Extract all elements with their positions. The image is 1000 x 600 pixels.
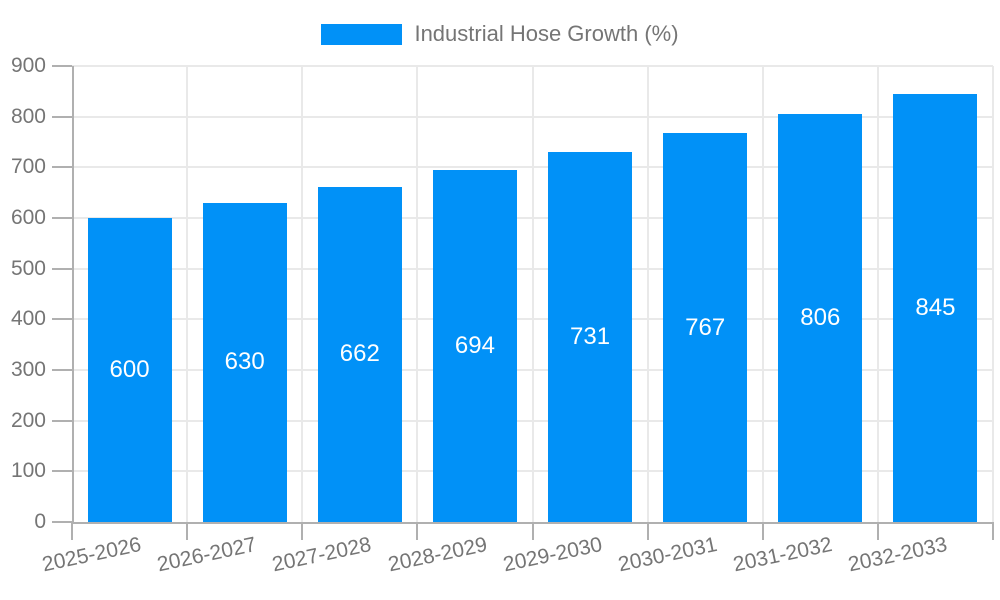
v-gridline (531, 66, 534, 522)
y-tick-mark (52, 369, 72, 371)
x-axis-tick-label: 2030-2031 (615, 533, 719, 577)
y-tick-mark (52, 521, 72, 523)
y-tick-mark (52, 217, 72, 219)
x-tick-mark (761, 522, 764, 540)
y-axis-tick-label: 500 (10, 256, 46, 280)
y-tick-mark (52, 166, 72, 169)
bar-2031-2032 (778, 113, 863, 522)
bar-value-label: 731 (570, 322, 611, 350)
y-axis-tick-label: 400 (10, 307, 46, 331)
x-tick-mark (531, 522, 534, 540)
y-axis-tick-label: 0 (34, 510, 46, 533)
bar-2032-2033 (893, 93, 978, 522)
x-axis-tick-label: 2027-2028 (270, 533, 374, 577)
y-tick-mark (52, 65, 72, 67)
bar-2030-2031 (663, 133, 748, 522)
legend[interactable]: Industrial Hose Growth (%) (0, 21, 1000, 47)
legend-swatch (321, 23, 403, 45)
bar-value-label: 845 (915, 293, 956, 321)
bar-value-label: 662 (339, 340, 380, 368)
x-tick-mark (876, 522, 879, 540)
v-gridline (992, 66, 994, 522)
x-tick-mark (186, 522, 189, 540)
bar-value-label: 600 (109, 356, 150, 383)
bar-value-label: 630 (224, 348, 265, 376)
y-axis-tick-label: 600 (10, 206, 46, 229)
x-axis-tick-label: 2026-2027 (155, 533, 259, 577)
x-axis-tick-label: 2032-2033 (846, 533, 950, 577)
v-gridline (301, 66, 304, 522)
x-axis-tick-label: 2028-2029 (385, 533, 489, 577)
y-axis-tick-label: 700 (10, 155, 46, 179)
x-tick-mark (71, 522, 73, 540)
bar-2028-2029 (432, 170, 517, 522)
y-tick-mark (52, 267, 72, 270)
y-axis-tick-label: 900 (10, 54, 46, 77)
v-gridline (416, 66, 419, 522)
y-tick-mark (52, 115, 72, 118)
bar-value-label: 806 (800, 303, 841, 331)
y-axis-tick-label: 100 (10, 459, 46, 483)
bar-value-label: 694 (454, 332, 495, 360)
y-axis-tick-label: 300 (10, 358, 46, 381)
y-axis-line (72, 66, 74, 522)
v-gridline (876, 66, 879, 522)
x-tick-mark (646, 522, 649, 540)
legend-label: Industrial Hose Growth (%) (414, 21, 679, 46)
v-gridline (186, 66, 189, 522)
x-axis-tick-label: 2029-2030 (500, 533, 604, 577)
x-tick-mark (301, 522, 304, 540)
bar-2026-2027 (202, 202, 287, 522)
x-tick-mark (416, 522, 419, 540)
y-tick-mark (52, 470, 72, 473)
bar-2029-2030 (548, 151, 633, 522)
y-tick-mark (52, 419, 72, 422)
v-gridline (646, 66, 649, 522)
y-tick-mark (52, 318, 72, 321)
x-axis-tick-label: 2031-2032 (731, 533, 835, 577)
x-axis-line (72, 522, 993, 524)
y-axis-tick-label: 200 (10, 408, 46, 432)
x-tick-mark (992, 522, 994, 540)
v-gridline (761, 66, 764, 522)
bar-value-label: 767 (685, 313, 726, 341)
bar-2027-2028 (317, 186, 402, 522)
bar-2025-2026 (87, 218, 172, 522)
y-axis-tick-label: 800 (10, 104, 46, 128)
x-axis-tick-label: 2025-2026 (40, 533, 144, 577)
